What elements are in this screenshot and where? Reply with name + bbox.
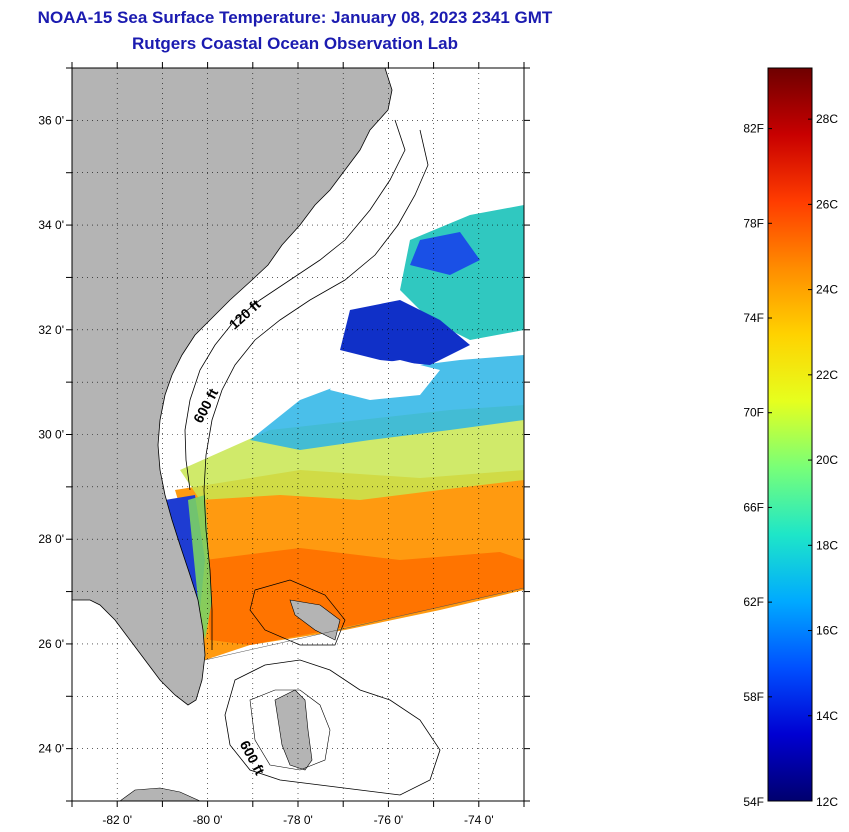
swath-edge (204, 587, 524, 661)
lat-label: 34 0' (38, 218, 64, 232)
colorbar-c-label: 28C (816, 112, 838, 126)
colorbar-f-label: 70F (743, 406, 764, 420)
land-us-east-coast (72, 68, 393, 706)
sst-north-blue (340, 300, 470, 365)
lat-label: 36 0' (38, 113, 64, 127)
colorbar-c-label: 24C (816, 283, 838, 297)
contour-little-bahama (249, 579, 346, 646)
axis-labels: 36 0' 34 0' 32 0' 30 0' 28 0' 26 0' 24 0' -82 0… (38, 113, 493, 827)
colorbar-ramp (767, 67, 813, 802)
lon-label: -78 0' (283, 813, 313, 827)
colorbar-f-label: 82F (743, 122, 764, 136)
land-bahamas-andros (274, 689, 313, 771)
land-bottom-cuba (119, 787, 201, 801)
colorbar-c-label: 12C (816, 795, 838, 809)
lon-label: -82 0' (102, 813, 132, 827)
sst-cool-band (250, 355, 524, 450)
colorbar-c-label: 16C (816, 624, 838, 638)
contour-600ft (203, 129, 429, 650)
colorbar-f-label: 78F (743, 216, 764, 230)
sst-cloud-mask (330, 360, 440, 400)
lat-label: 32 0' (38, 323, 64, 337)
lat-label: 28 0' (38, 532, 64, 546)
contour-bahamas-inner (249, 689, 331, 771)
sst-north-blue2 (410, 232, 480, 275)
colorbar-f-label: 54F (743, 795, 764, 809)
map-title: NOAA-15 Sea Surface Temperature: January… (37, 8, 553, 27)
colorbar-f-label: 62F (743, 595, 764, 609)
graticule (66, 62, 530, 807)
colorbar-c-label: 26C (816, 197, 838, 211)
lat-label: 26 0' (38, 637, 64, 651)
map-subtitle: Rutgers Coastal Ocean Observation Lab (132, 34, 458, 53)
colorbar-c-label: 14C (816, 709, 838, 723)
lat-label: 30 0' (38, 428, 64, 442)
contour-120ft (184, 119, 406, 491)
lon-label: -74 0' (464, 813, 494, 827)
colorbar-c-label: 18C (816, 538, 838, 552)
colorbar-f-label: 74F (743, 311, 764, 325)
colorbar-c-label: 20C (816, 453, 838, 467)
lon-label: -80 0' (193, 813, 223, 827)
contour-bahamas (224, 659, 441, 796)
land-bahamas-abaco (289, 599, 341, 641)
colorbar-c-label: 22C (816, 368, 838, 382)
colorbar: 28C 26C 24C 22C 20C 18C 16C 14C 12C 82F 78F 74F 70F 6… (743, 67, 838, 809)
sst-warm-core (205, 548, 524, 645)
colorbar-f-label: 66F (743, 500, 764, 514)
lat-label: 24 0' (38, 742, 64, 756)
colorbar-f-label: 58F (743, 690, 764, 704)
lon-label: -76 0' (374, 813, 404, 827)
